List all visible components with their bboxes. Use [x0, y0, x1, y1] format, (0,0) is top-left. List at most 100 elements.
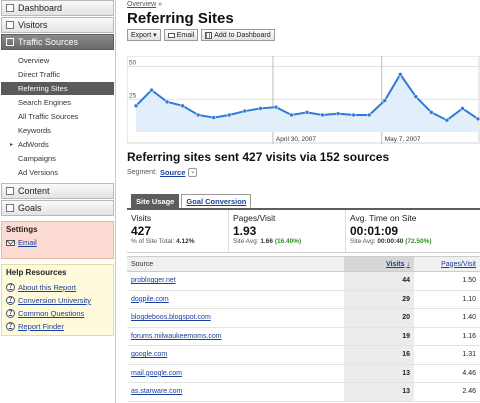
segment-select[interactable]: Source — [159, 168, 186, 177]
breadcrumb-separator: » — [158, 1, 163, 8]
tab-goal-conversion[interactable]: Goal Conversion — [181, 194, 252, 208]
envelope-icon — [6, 239, 15, 246]
question-icon: ? — [6, 322, 15, 331]
metric-value: 1.93 — [233, 224, 257, 238]
nav-dashboard[interactable]: Dashboard — [1, 0, 114, 16]
y-tick-label: 25 — [129, 92, 137, 99]
metric-sub: Site Avg: 00:00:40 (72.50%) — [350, 238, 476, 245]
data-point — [351, 112, 356, 118]
cell-source: google.com — [127, 345, 344, 365]
nav-sub-overview[interactable]: Overview — [1, 54, 114, 68]
visits-chart[interactable]: 25 50 April 30, 2007 May 7, 2007 — [127, 56, 480, 144]
segment-label: Segment: — [127, 169, 157, 176]
nav-sub-adwords[interactable]: ▸ AdWords — [1, 138, 114, 152]
data-point — [398, 72, 403, 77]
nav-sub-referring-sites[interactable]: Referring Sites — [1, 82, 114, 96]
data-point — [211, 115, 216, 120]
report-toolbar: Export ▾ Email Add to Dashboard — [127, 29, 480, 41]
settings-title: Settings — [6, 225, 38, 234]
settings-email-link[interactable]: Email — [6, 238, 109, 247]
metrics-summary: Visits 427 % of Site Total: 4.12% Pages/… — [127, 208, 480, 253]
nav-sub-campaigns[interactable]: Campaigns — [1, 152, 114, 166]
nav-goals[interactable]: Goals — [1, 200, 114, 216]
cell-pages-visit: 1.16 — [414, 327, 480, 346]
metric-sub-prefix: Site Avg: — [233, 238, 259, 245]
col-pages-visit[interactable]: Pages/Visit — [414, 256, 480, 272]
source-link[interactable]: forums.milwaukeemoms.com — [131, 332, 222, 340]
nav-sub-label: All Traffic Sources — [18, 112, 79, 121]
table-row: blogdeboos.blogspot.com 20 1.40 — [127, 308, 480, 328]
source-link[interactable]: as.starware.com — [131, 388, 183, 396]
nav-sub-all-traffic-sources[interactable]: All Traffic Sources — [1, 110, 114, 124]
nav-sub-label: Search Engines — [18, 98, 71, 107]
nav-content[interactable]: Content — [1, 183, 114, 199]
content-icon — [6, 187, 14, 195]
data-point — [164, 99, 170, 105]
nav-sub-label: Campaigns — [18, 154, 56, 163]
source-link[interactable]: google.com — [131, 351, 168, 359]
nav-visitors[interactable]: Visitors — [1, 17, 114, 33]
report-tabs: Site Usage Goal Conversion — [131, 194, 252, 208]
y-tick-label: 50 — [129, 60, 137, 67]
data-point — [180, 103, 185, 109]
nav-sub-label: Referring Sites — [18, 84, 68, 93]
source-link[interactable]: dogpile.com — [131, 295, 169, 303]
source-link[interactable]: mail.google.com — [131, 369, 182, 377]
visits-chart-svg: 25 50 April 30, 2007 May 7, 2007 — [127, 56, 480, 144]
nav-sub-direct-traffic[interactable]: Direct Traffic — [1, 68, 114, 82]
data-point — [366, 112, 372, 118]
nav-sub-label: Keywords — [18, 126, 51, 135]
sidebar: Dashboard Visitors Traffic Sources Overv… — [0, 0, 116, 403]
cell-visits: 20 — [344, 308, 414, 328]
cell-visits: 16 — [344, 345, 414, 365]
data-point — [413, 94, 419, 99]
col-visits[interactable]: Visits ↓ — [344, 256, 414, 272]
source-link[interactable]: blogdeboos.blogspot.com — [131, 314, 211, 322]
help-link-common-questions[interactable]: ? Common Questions — [6, 307, 109, 320]
email-label: Email — [176, 31, 195, 39]
data-point — [195, 112, 201, 118]
metric-sub-prefix: % of Site Total: — [131, 238, 175, 245]
help-link-about[interactable]: ? About this Report — [6, 281, 109, 294]
breadcrumb-overview-link[interactable]: Overview — [127, 1, 157, 8]
col-source[interactable]: Source — [127, 256, 344, 272]
nav-sub-label: Ad Versions — [18, 168, 59, 177]
data-point — [460, 106, 465, 111]
table-row: mail.google.com 13 4.46 — [127, 364, 480, 383]
page-title: Referring Sites — [127, 10, 234, 27]
expand-arrow-icon[interactable]: ▸ — [10, 142, 14, 148]
data-point — [273, 104, 279, 110]
settings-email-label: Email — [18, 238, 37, 247]
dashboard-icon — [205, 31, 213, 39]
x-date-label: May 7, 2007 — [385, 136, 421, 143]
table-header-row: Source Visits ↓ Pages/Visit — [127, 256, 480, 272]
chevron-down-icon[interactable]: ⌄ — [188, 168, 198, 177]
nav-sub-keywords[interactable]: Keywords — [1, 124, 114, 138]
data-point — [133, 103, 139, 109]
metric-label: Visits — [131, 213, 152, 223]
traffic-sources-icon — [6, 38, 14, 46]
help-link-conversion-university[interactable]: ? Conversion University — [6, 294, 109, 307]
nav-sub-search-engines[interactable]: Search Engines — [1, 96, 114, 110]
email-button[interactable]: Email — [163, 29, 199, 41]
cell-source: dogpile.com — [127, 290, 344, 309]
metric-sub: % of Site Total: 4.12% — [131, 238, 224, 245]
cell-visits: 29 — [344, 290, 414, 309]
nav-sub-ad-versions[interactable]: Ad Versions — [1, 166, 114, 180]
data-point — [444, 117, 450, 123]
help-resources-box: Help Resources ? About this Report ? Conve… — [1, 264, 114, 336]
nav-goals-label: Goals — [18, 203, 42, 213]
export-button[interactable]: Export ▾ — [127, 29, 161, 41]
metric-sub-value: 1.66 — [260, 238, 274, 245]
sources-table: Source Visits ↓ Pages/Visit problogger.ne… — [127, 256, 480, 402]
help-link-report-finder[interactable]: ? Report Finder — [6, 320, 109, 333]
settings-box: Settings Email — [1, 221, 114, 259]
source-link[interactable]: problogger.net — [131, 277, 176, 285]
cell-visits: 44 — [344, 271, 414, 291]
nav-traffic-sources[interactable]: Traffic Sources — [1, 34, 114, 50]
cell-pages-visit: 1.10 — [414, 290, 480, 309]
question-icon: ? — [6, 309, 15, 318]
add-to-dashboard-button[interactable]: Add to Dashboard — [201, 29, 275, 41]
question-icon: ? — [6, 283, 15, 292]
tab-site-usage[interactable]: Site Usage — [131, 194, 180, 208]
